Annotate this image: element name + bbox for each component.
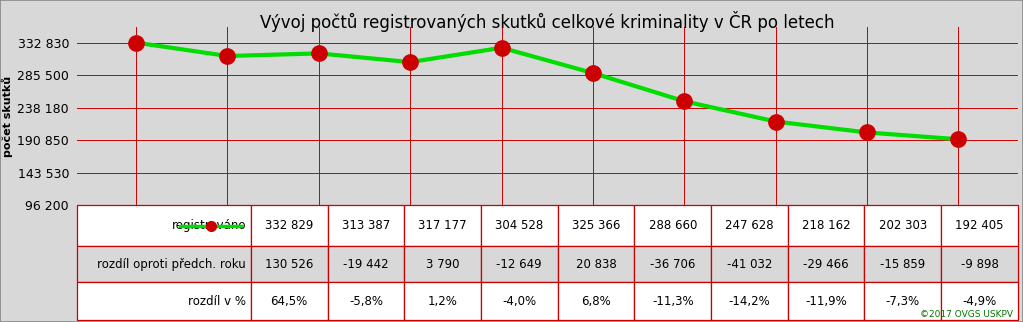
Bar	[404, 282, 481, 320]
Point	[585, 71, 602, 76]
Text: 130 526: 130 526	[265, 258, 313, 271]
Bar	[481, 282, 558, 320]
Text: 64,5%: 64,5%	[270, 295, 308, 308]
Bar	[558, 246, 634, 282]
Bar	[327, 246, 404, 282]
Y-axis label: počet skutků: počet skutků	[1, 76, 13, 157]
Text: -4,0%: -4,0%	[502, 295, 536, 308]
Point	[859, 130, 876, 135]
Text: 218 162: 218 162	[802, 219, 850, 232]
Point	[128, 40, 144, 45]
Text: -5,8%: -5,8%	[349, 295, 383, 308]
Bar	[788, 205, 864, 246]
Bar	[481, 205, 558, 246]
Text: 325 366: 325 366	[572, 219, 620, 232]
Point	[950, 137, 967, 142]
Text: -14,2%: -14,2%	[728, 295, 770, 308]
Bar	[788, 246, 864, 282]
Bar	[941, 282, 1018, 320]
Text: -36 706: -36 706	[650, 258, 696, 271]
Text: 1,2%: 1,2%	[428, 295, 457, 308]
Bar	[788, 282, 864, 320]
Text: registrováno: registrováno	[172, 219, 247, 232]
Bar	[634, 246, 711, 282]
Text: -15 859: -15 859	[880, 258, 926, 271]
Text: 247 628: 247 628	[725, 219, 773, 232]
Bar	[558, 205, 634, 246]
Bar	[634, 282, 711, 320]
Text: 304 528: 304 528	[495, 219, 543, 232]
Point	[676, 99, 693, 104]
Text: -41 032: -41 032	[726, 258, 772, 271]
Bar	[558, 282, 634, 320]
Bar	[711, 246, 788, 282]
Text: 20 838: 20 838	[576, 258, 617, 271]
Bar	[77, 246, 251, 282]
Text: -29 466: -29 466	[803, 258, 849, 271]
Text: 332 829: 332 829	[265, 219, 313, 232]
Text: rozdíl v %: rozdíl v %	[188, 295, 247, 308]
Text: -11,3%: -11,3%	[652, 295, 694, 308]
Text: 317 177: 317 177	[418, 219, 466, 232]
Point	[402, 60, 418, 65]
Text: rozdíl oproti předch. roku: rozdíl oproti předch. roku	[97, 258, 247, 271]
Text: ©2017 OVGS USKPV: ©2017 OVGS USKPV	[920, 310, 1013, 319]
Text: 202 303: 202 303	[879, 219, 927, 232]
Bar	[711, 282, 788, 320]
Text: -12 649: -12 649	[496, 258, 542, 271]
Bar	[77, 205, 251, 246]
Point	[493, 45, 509, 50]
Bar	[481, 246, 558, 282]
Text: -7,3%: -7,3%	[886, 295, 920, 308]
Bar	[251, 246, 327, 282]
Point	[219, 53, 235, 59]
Bar	[251, 282, 327, 320]
Text: Vývoj počtů registrovaných skutků celkové kriminality v ČR po letech: Vývoj počtů registrovaných skutků celkov…	[260, 11, 835, 32]
Text: -4,9%: -4,9%	[963, 295, 996, 308]
Bar	[864, 246, 941, 282]
Bar	[634, 205, 711, 246]
Text: 192 405: 192 405	[955, 219, 1004, 232]
Text: 313 387: 313 387	[342, 219, 390, 232]
Bar	[404, 246, 481, 282]
Text: -9 898: -9 898	[961, 258, 998, 271]
Bar	[327, 205, 404, 246]
Text: 3 790: 3 790	[426, 258, 459, 271]
Point	[311, 51, 327, 56]
Text: 288 660: 288 660	[649, 219, 697, 232]
Point	[767, 119, 784, 124]
Bar	[941, 246, 1018, 282]
Bar	[404, 205, 481, 246]
Bar	[77, 282, 251, 320]
Bar	[864, 282, 941, 320]
Bar	[864, 205, 941, 246]
Bar	[941, 205, 1018, 246]
Bar	[327, 282, 404, 320]
Bar	[251, 205, 327, 246]
Bar	[711, 205, 788, 246]
Text: 6,8%: 6,8%	[581, 295, 611, 308]
Text: -19 442: -19 442	[343, 258, 389, 271]
Text: -11,9%: -11,9%	[805, 295, 847, 308]
